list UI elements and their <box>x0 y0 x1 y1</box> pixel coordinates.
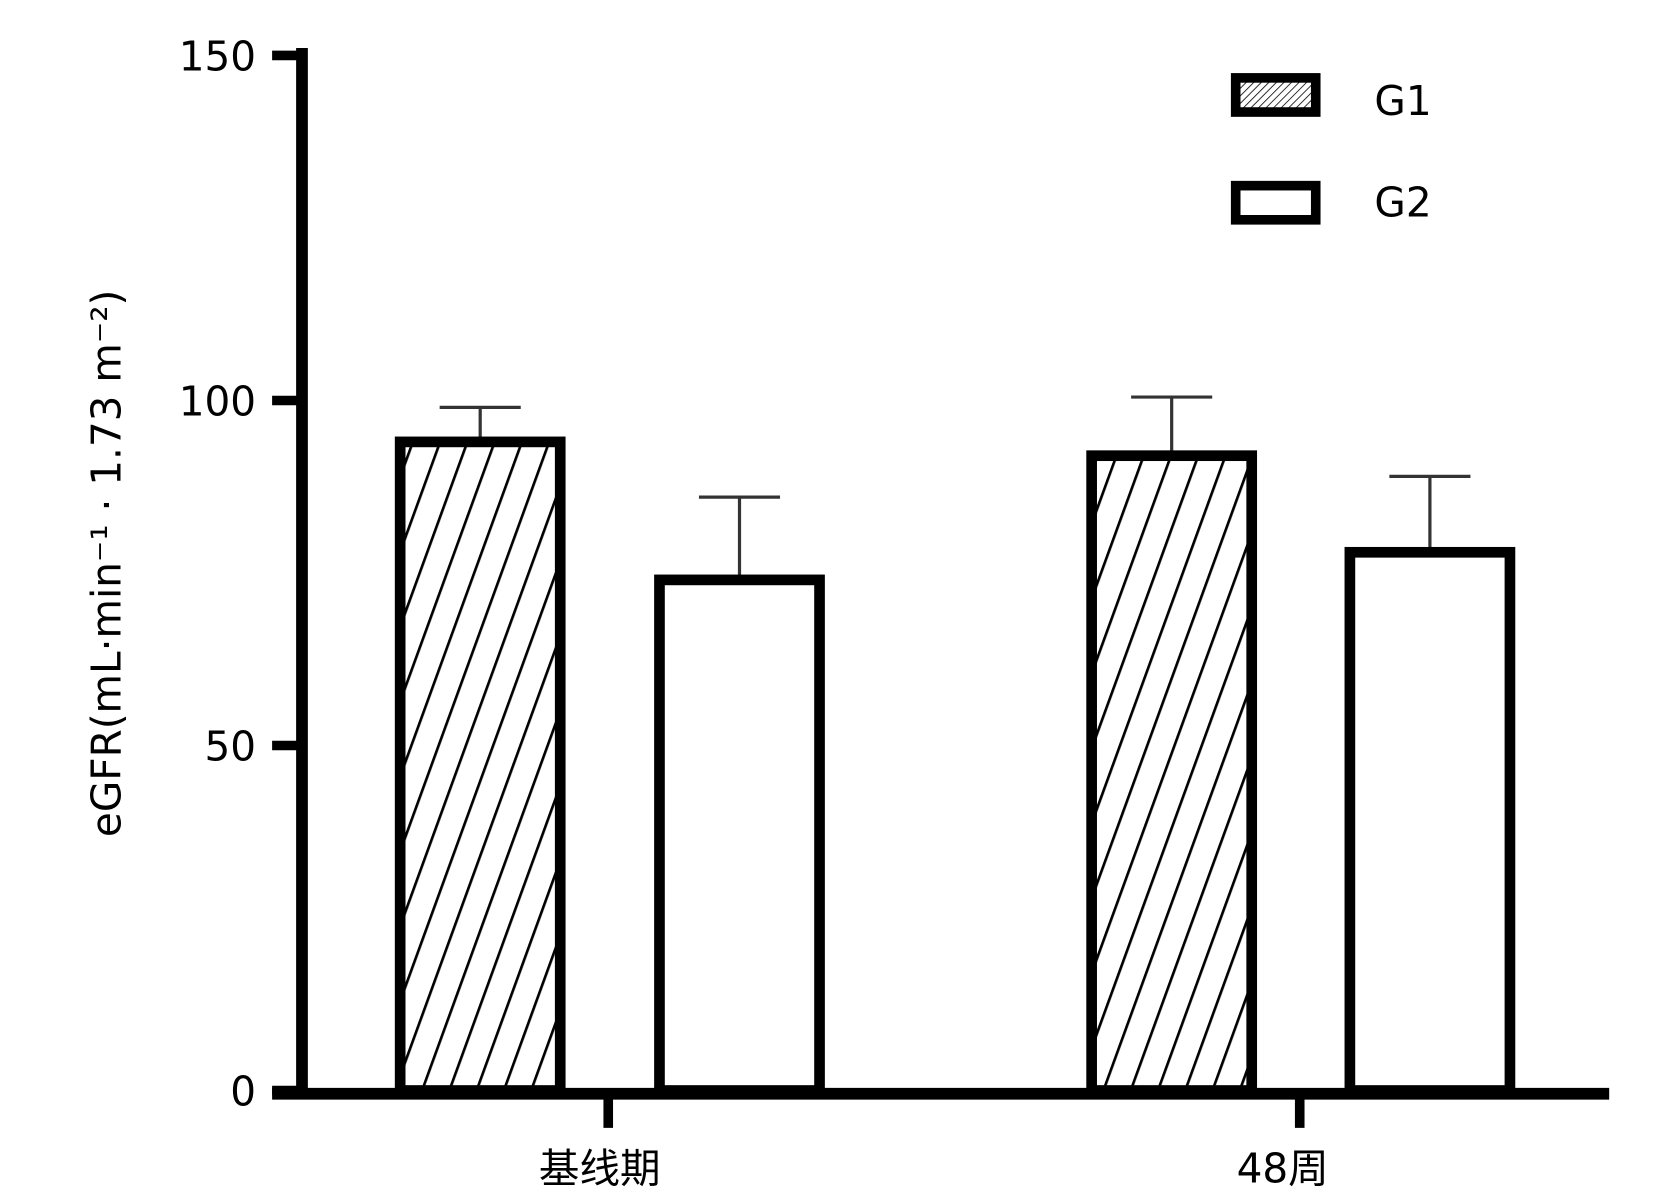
legend: G1 G2 <box>1230 73 1432 227</box>
bar-g1-1 <box>1086 450 1258 1096</box>
bar-g1-0 <box>394 436 566 1096</box>
bar-g2-1 <box>1344 546 1516 1096</box>
legend-swatch-g1 <box>1230 73 1321 117</box>
legend-swatch-g2 <box>1230 180 1321 225</box>
legend-label-g1: G1 <box>1374 77 1431 125</box>
y-tick-label-100: 100 <box>179 377 256 425</box>
y-tick-label-0: 0 <box>230 1067 256 1115</box>
y-tick-label-50: 50 <box>205 722 257 770</box>
bar-g2-0 <box>654 574 825 1096</box>
y-tick-label-150: 150 <box>179 32 256 80</box>
x-tick-label-0: 基线期 <box>539 1144 661 1192</box>
y-axis-label: eGFR(mL·min⁻¹ · 1.73 m⁻²) <box>83 290 131 837</box>
legend-label-g2: G2 <box>1374 179 1431 227</box>
x-tick-label-1: 48周 <box>1237 1144 1329 1192</box>
